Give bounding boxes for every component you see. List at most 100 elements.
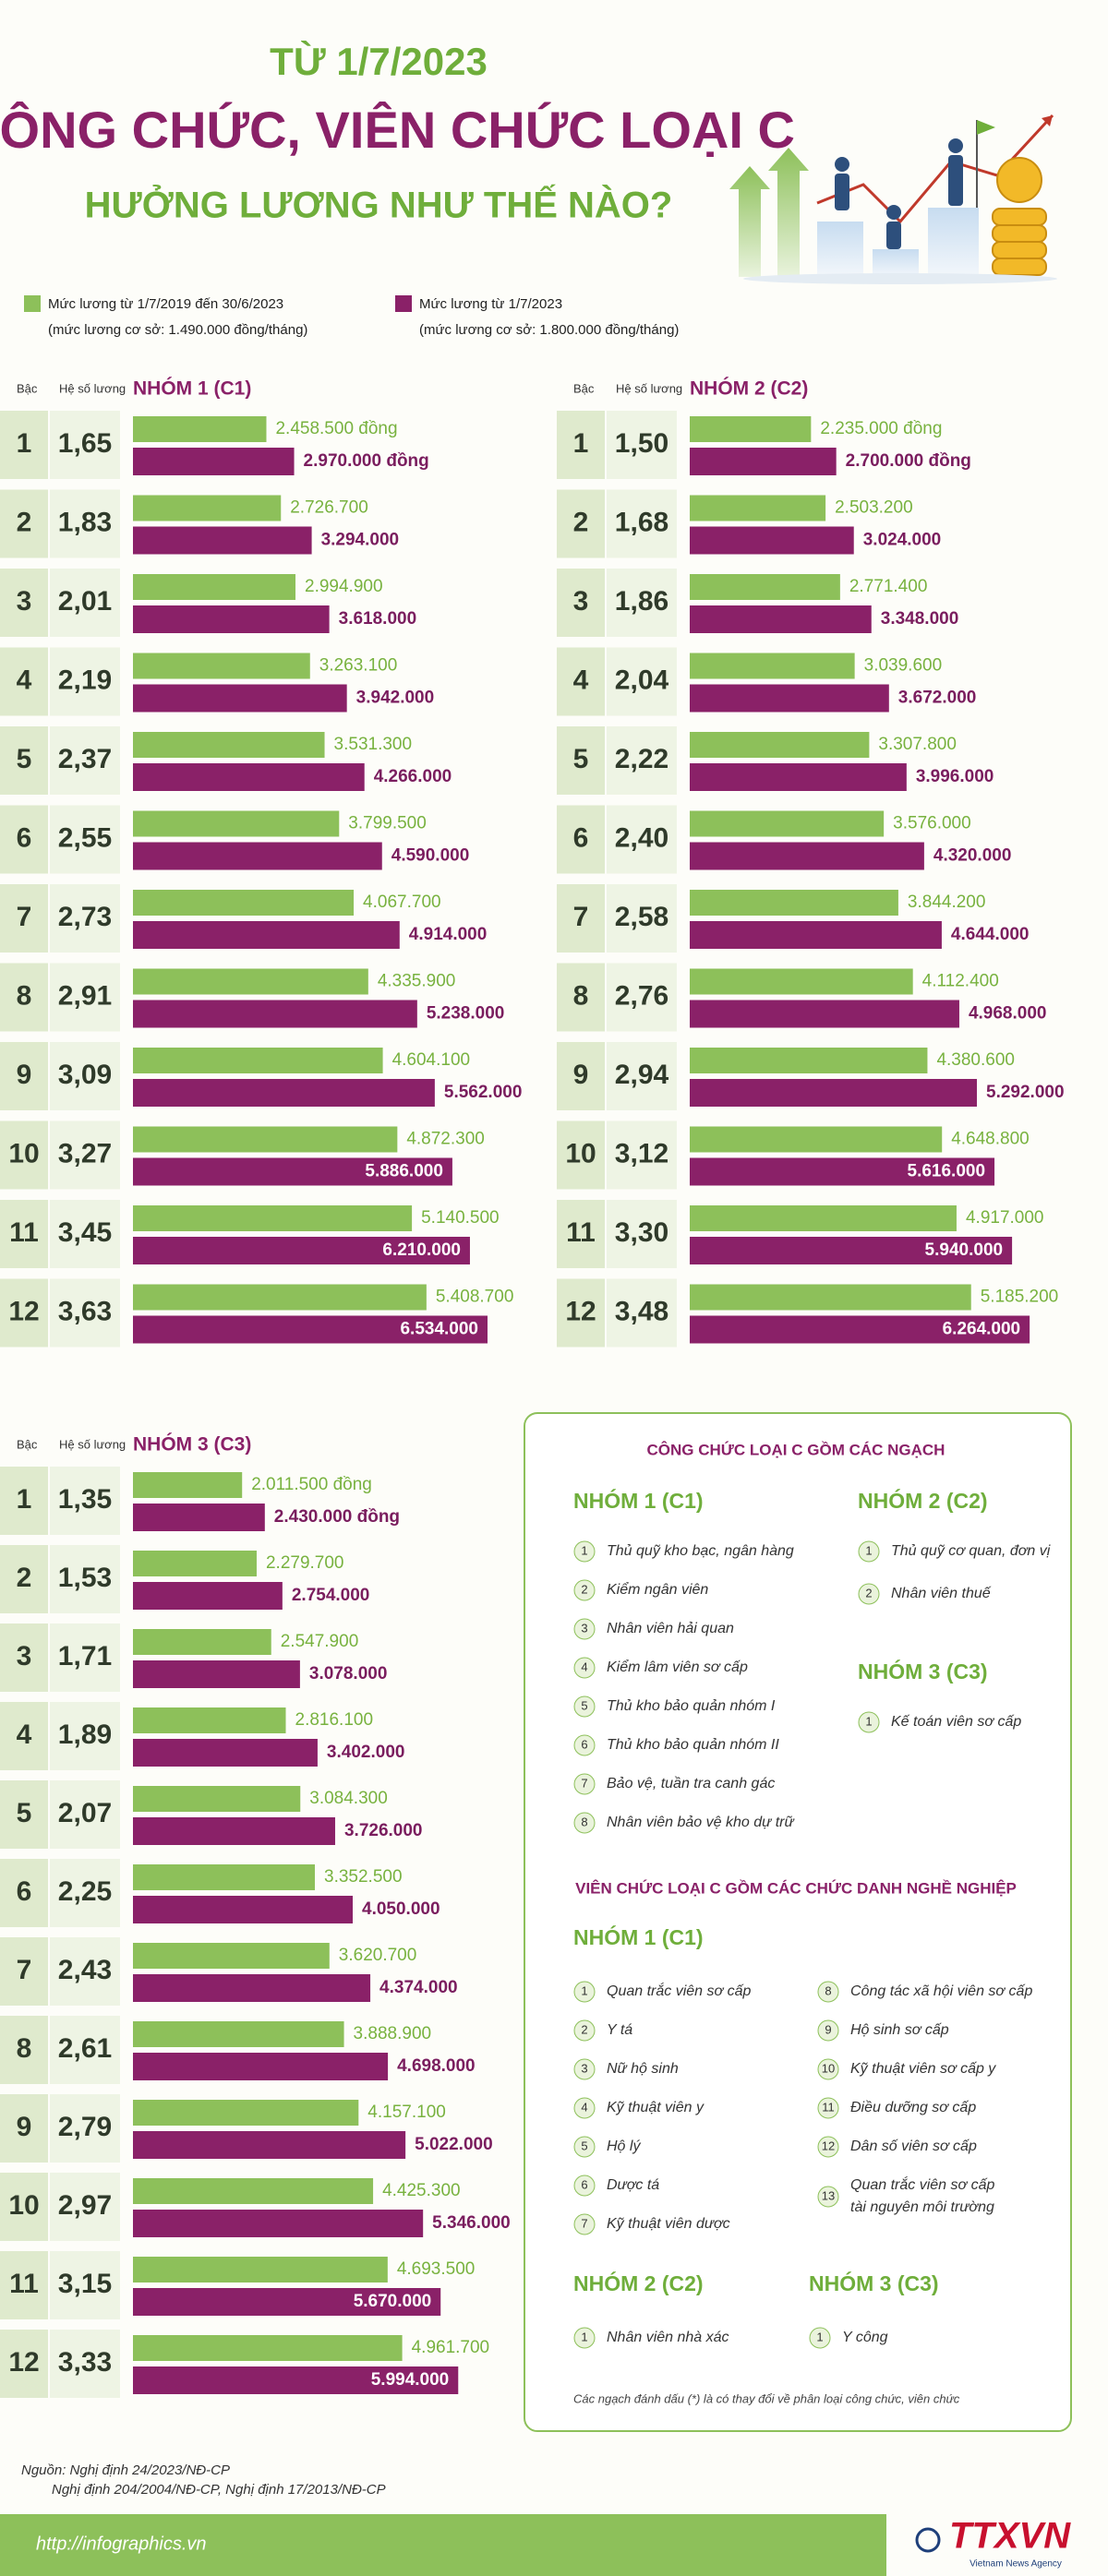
value-label: 5.238.000 (427, 1004, 505, 1024)
grade: 12 (8, 2347, 39, 2378)
footnote: Các ngạch đánh dấu (*) là có thay đổi về… (573, 2391, 960, 2405)
coefficient: 2,01 (58, 586, 112, 617)
arrow (729, 166, 770, 277)
item-number: 3 (581, 1621, 587, 1635)
row-cell (0, 1467, 48, 1535)
row-cell (50, 1937, 120, 2006)
item-text: Nữ hộ sinh (607, 2061, 679, 2077)
coefficient: 3,09 (58, 1060, 112, 1090)
grade: 3 (17, 586, 32, 617)
bar (133, 416, 267, 442)
bar (133, 2100, 359, 2126)
item-text: Thủ quỹ kho bạc, ngân hàng (607, 1543, 794, 1559)
grade: 1 (17, 1484, 32, 1515)
coefficient: 2,55 (58, 822, 112, 853)
row-cell (50, 1859, 120, 1927)
row-cell (0, 884, 48, 953)
item-text: Thủ quỹ cơ quan, đơn vị (891, 1543, 1051, 1559)
bar (690, 495, 826, 521)
item-badge (817, 1981, 839, 2003)
value-label: 2.970.000 đồng (304, 451, 429, 471)
bar (133, 2053, 389, 2080)
group-title: NHÓM 3 (C3) (809, 2270, 939, 2295)
item-number: 5 (581, 2139, 587, 2152)
step (817, 222, 863, 277)
bar (690, 732, 870, 758)
bar (133, 1472, 243, 1498)
bar (690, 921, 942, 949)
item-text: Quan trắc viên sơ cấp (850, 2175, 995, 2193)
grade: 8 (573, 980, 589, 1011)
flag (977, 120, 995, 135)
bar (133, 605, 330, 633)
coefficient: 2,43 (58, 1955, 112, 1985)
column-header: Bậc (573, 381, 595, 395)
row-cell (50, 1120, 120, 1190)
coefficient: 3,30 (615, 1217, 668, 1248)
value-label: 2.503.200 (835, 498, 913, 518)
bar (690, 526, 854, 555)
coefficient: 3,45 (58, 1217, 112, 1248)
bar (133, 653, 310, 679)
item-number: 1 (865, 1543, 872, 1557)
value-label: 3.844.200 (908, 893, 986, 912)
row-cell (0, 489, 48, 558)
bar (133, 1817, 335, 1845)
row-cell (607, 805, 677, 874)
item-number: 8 (825, 1983, 831, 1997)
item-badge (573, 2327, 596, 2349)
item-text: Kiểm lâm viên sơ cấp (607, 1659, 748, 1675)
value-label: 2.547.900 (281, 1632, 359, 1651)
value-label: 5.292.000 (986, 1083, 1065, 1102)
column-header: Hệ số lương (616, 381, 682, 395)
item-number: 5 (581, 1698, 587, 1712)
step (928, 208, 979, 277)
trend-arrow (1042, 115, 1053, 126)
bar (690, 1126, 943, 1153)
grade: 10 (8, 2190, 39, 2221)
bar (133, 1284, 427, 1311)
coefficient: 2,40 (615, 822, 668, 853)
step (873, 249, 919, 277)
item-text: Hộ lý (607, 2139, 641, 2154)
group-title: NHÓM 2 (C2) (573, 2270, 704, 2295)
value-label: 6.210.000 (382, 1240, 461, 1260)
value-label: 3.352.500 (324, 1867, 403, 1887)
item-badge (573, 2058, 596, 2080)
item-badge (817, 2136, 839, 2158)
grade: 7 (17, 1955, 32, 1985)
coefficient: 2,04 (615, 665, 669, 695)
bar (133, 2366, 459, 2394)
row-cell (557, 489, 605, 558)
row-cell (607, 489, 677, 558)
bar (690, 1237, 1013, 1264)
row-cell (50, 1042, 120, 1110)
value-label: 3.672.000 (898, 689, 977, 708)
grade: 2 (17, 507, 32, 537)
row-cell (50, 647, 120, 716)
illustration (729, 114, 1057, 284)
value-label: 3.084.300 (309, 1789, 388, 1808)
value-label: 5.022.000 (415, 2135, 493, 2154)
item-number: 1 (581, 1983, 587, 1997)
item-number: 13 (822, 2188, 835, 2202)
coefficient: 3,12 (615, 1138, 668, 1168)
row-cell (557, 569, 605, 637)
footer-band (0, 2514, 886, 2576)
value-label: 4.112.400 (922, 972, 999, 991)
row-cell (607, 1042, 677, 1110)
item-number: 2 (581, 2022, 587, 2036)
item-badge (573, 1657, 596, 1679)
value-label: 5.994.000 (371, 2370, 450, 2390)
column-header: Bậc (17, 1437, 38, 1451)
coefficient: 1,71 (58, 1641, 112, 1671)
item-number: 7 (581, 2216, 587, 2230)
row-cell (50, 805, 120, 874)
item-badge (858, 1711, 880, 1733)
value-label: 5.616.000 (908, 1162, 986, 1181)
value-label: 6.534.000 (400, 1320, 478, 1339)
value-label: 3.294.000 (321, 531, 400, 550)
value-label: 4.914.000 (409, 925, 488, 944)
row-cell (0, 805, 48, 874)
bar (133, 1629, 271, 1655)
